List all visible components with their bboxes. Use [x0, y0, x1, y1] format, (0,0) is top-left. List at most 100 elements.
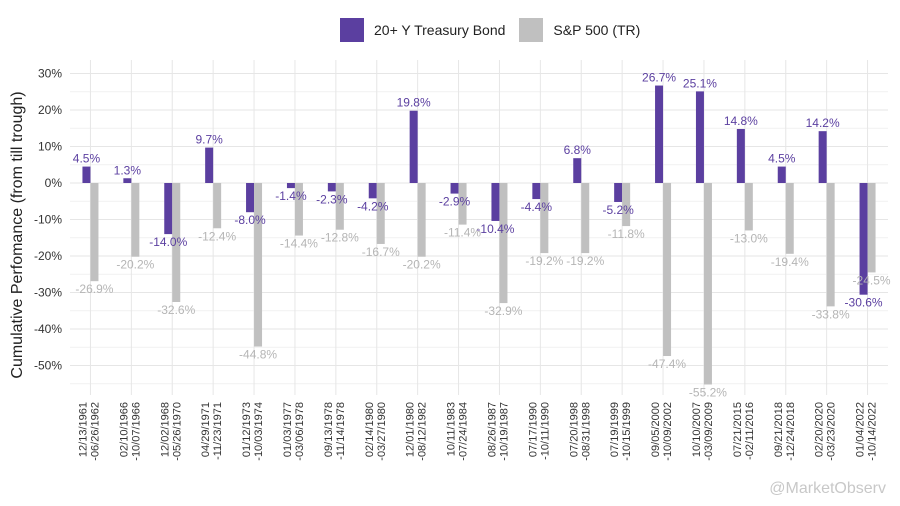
x-tick-label-end: -10/14/2022 [867, 402, 879, 461]
bar-bond [818, 131, 827, 183]
y-tick-label: 30% [38, 67, 62, 81]
x-tick-label-start: 01/03/1977 [282, 402, 294, 457]
legend-swatch-bond [340, 18, 364, 42]
data-label-sp500: -26.9% [75, 282, 113, 296]
data-label-sp500: -16.7% [362, 245, 400, 259]
data-label-bond: 26.7% [642, 71, 676, 85]
bar-bond [450, 183, 459, 194]
data-label-bond: 9.7% [195, 133, 223, 147]
data-label-bond: -2.9% [439, 195, 471, 209]
legend-swatch-sp500 [519, 18, 544, 42]
data-label-sp500: -12.8% [321, 231, 359, 245]
x-tick-label: 09/21/2018-12/24/2018 [773, 402, 797, 461]
x-tick-label-end: -07/24/1984 [458, 402, 470, 461]
x-tick-label: 01/03/1977-03/06/1978 [282, 402, 306, 461]
data-label-bond: 6.8% [564, 143, 592, 157]
x-tick-label: 09/05/2000-10/09/2002 [650, 402, 674, 461]
x-tick-label: 04/29/1971-11/23/1971 [200, 402, 224, 460]
bar-bond [205, 147, 214, 183]
y-tick-label: -30% [34, 286, 62, 300]
x-tick-label: 07/19/1999-10/15/1999 [609, 402, 633, 461]
x-tick-label-start: 07/19/1999 [609, 402, 621, 457]
bar-bond [532, 183, 541, 200]
data-label-sp500: -14.4% [280, 237, 318, 251]
x-tick-label-end: -03/23/2020 [826, 402, 838, 461]
bar-bond [655, 85, 664, 183]
x-tick-label: 01/04/2022-10/14/2022 [855, 402, 879, 461]
x-tick-label-start: 01/04/2022 [855, 402, 867, 457]
x-tick-label-end: -02/11/2016 [744, 402, 756, 460]
bar-sp500 [581, 183, 590, 254]
x-tick-label-end: -03/06/1978 [294, 402, 306, 461]
bar-bond [286, 183, 295, 189]
data-label-bond: 1.3% [114, 163, 142, 177]
bar-bond [573, 158, 582, 183]
bar-sp500 [90, 183, 99, 282]
x-tick-label: 12/13/1961-06/26/1962 [77, 402, 101, 461]
data-label-sp500: -24.5% [853, 273, 891, 287]
y-tick-label: -20% [34, 249, 62, 263]
x-tick-label-start: 07/20/1998 [568, 402, 580, 457]
data-label-bond: -5.2% [602, 203, 634, 217]
y-tick-label: 0% [45, 176, 63, 190]
data-label-sp500: -44.8% [239, 348, 277, 362]
bar-sp500 [417, 183, 426, 257]
data-label-sp500: -33.8% [812, 307, 850, 321]
data-label-bond: -1.4% [275, 189, 307, 203]
bar-sp500 [376, 183, 385, 244]
data-label-sp500: -32.6% [157, 303, 195, 317]
bar-bond [695, 91, 704, 183]
x-tick-label: 01/12/1973-10/03/1974 [241, 402, 265, 461]
data-label-sp500: -13.0% [730, 231, 768, 245]
data-label-bond: 25.1% [683, 76, 717, 90]
x-tick-label-start: 09/21/2018 [773, 402, 785, 457]
bar-sp500 [785, 183, 794, 254]
x-tick-label-end: -10/07/1966 [130, 402, 142, 461]
x-tick-label: 08/26/1987-10/19/1987 [486, 402, 510, 461]
x-tick-label-start: 02/10/1966 [118, 402, 130, 457]
x-tick-label: 12/01/1980-08/12/1982 [405, 402, 429, 461]
x-tick-label-start: 04/29/1971 [200, 402, 212, 457]
data-label-sp500: -12.4% [198, 229, 236, 243]
legend-label-bond: 20+ Y Treasury Bond [374, 22, 506, 38]
x-tick-label-start: 12/13/1961 [77, 402, 89, 457]
x-tick-label-start: 02/20/2020 [814, 402, 826, 457]
data-label-sp500: -20.2% [116, 258, 154, 272]
x-tick-label: 09/13/1978-11/14/1978 [323, 402, 347, 460]
y-axis-title: Cumulative Perfomance (from till trough) [9, 91, 26, 378]
data-label-sp500: -19.2% [525, 254, 563, 268]
x-tick-label-end: -03/27/1980 [376, 402, 388, 461]
x-tick-label-start: 02/14/1980 [364, 402, 376, 457]
bar-bond [164, 183, 173, 235]
bar-bond [368, 183, 377, 199]
x-tick-label-end: -10/11/1990 [539, 402, 551, 460]
x-tick-label: 02/10/1966-10/07/1966 [118, 402, 142, 461]
data-label-bond: -10.4% [476, 222, 514, 236]
bar-bond [123, 178, 132, 183]
data-label-sp500: -20.2% [403, 258, 441, 272]
y-tick-label: -50% [34, 359, 62, 373]
watermark: @MarketObserv [769, 480, 886, 497]
bar-sp500 [744, 183, 753, 231]
x-tick-label-start: 10/11/1983 [446, 402, 458, 456]
x-tick-label-end: -10/15/1999 [621, 402, 633, 461]
y-tick-label: -40% [34, 322, 62, 336]
data-label-sp500: -19.2% [566, 254, 604, 268]
x-tick-label-start: 09/13/1978 [323, 402, 335, 457]
data-label-sp500: -47.4% [648, 357, 686, 371]
bar-bond [82, 166, 91, 183]
x-tick-label-end: -10/19/1987 [498, 402, 510, 461]
x-tick-label-start: 07/21/2015 [732, 402, 744, 457]
x-tick-label-end: -06/26/1962 [89, 402, 101, 461]
bar-sp500 [867, 183, 876, 273]
bar-sp500 [254, 183, 263, 347]
bar-sp500 [335, 183, 344, 230]
bar-bond [491, 183, 500, 221]
data-label-bond: -2.3% [316, 192, 348, 206]
x-tick-label: 10/10/2007-03/09/2009 [691, 402, 715, 461]
y-tick-label: 20% [38, 103, 62, 117]
bar-sp500 [213, 183, 222, 229]
bar-bond [859, 183, 868, 295]
data-label-bond: 14.8% [724, 114, 758, 128]
